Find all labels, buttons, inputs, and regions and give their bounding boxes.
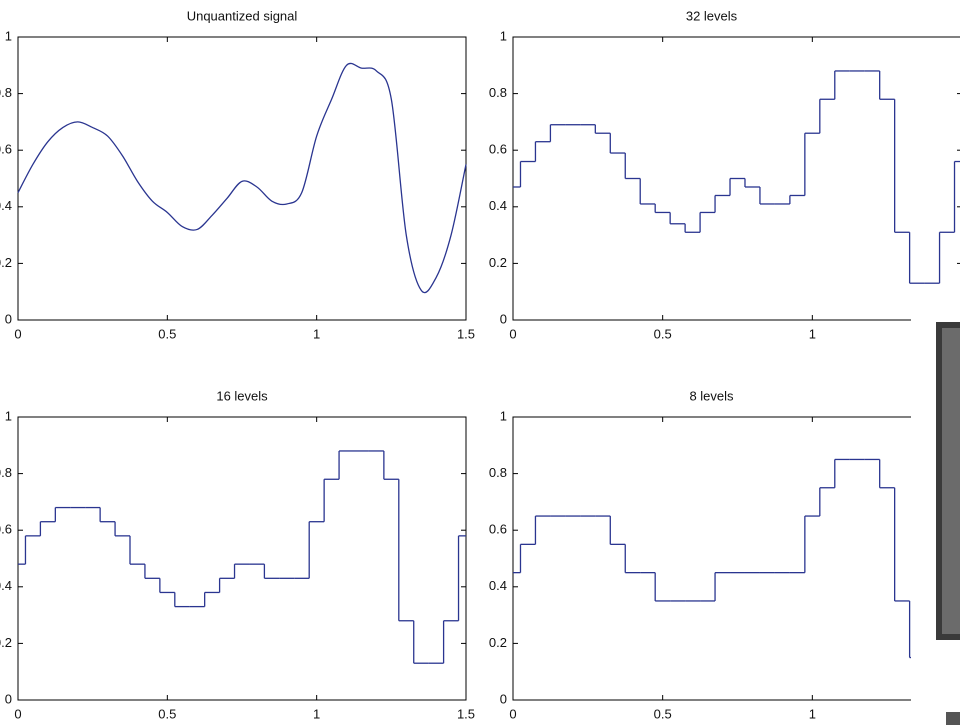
x-tick-label: 1 — [809, 706, 816, 721]
plot-frame — [512, 416, 960, 701]
chart-title: 16 levels — [216, 388, 268, 403]
x-tick-label: 0 — [509, 706, 516, 721]
y-tick-label: 0 — [5, 311, 12, 326]
x-tick-label: 1.5 — [457, 326, 475, 341]
x-tick-label: 0 — [14, 326, 21, 341]
x-tick-label: 1 — [313, 326, 320, 341]
y-tick-label: 0.4 — [489, 578, 507, 593]
plot-frame — [17, 36, 467, 321]
y-tick-label: 0.6 — [489, 522, 507, 537]
plot-frame — [512, 36, 960, 321]
photo-inner — [942, 328, 960, 634]
photo-corner — [946, 712, 960, 725]
chart-title: 8 levels — [689, 388, 734, 403]
y-tick-label: 0.6 — [0, 142, 12, 157]
y-tick-label: 0.4 — [489, 198, 507, 213]
y-tick-label: 0 — [5, 691, 12, 706]
y-tick-label: 0.8 — [489, 85, 507, 100]
x-tick-label: 1 — [313, 706, 320, 721]
y-tick-label: 0 — [500, 691, 507, 706]
y-tick-label: 0.2 — [489, 255, 507, 270]
x-tick-label: 1 — [809, 326, 816, 341]
y-tick-label: 0.2 — [0, 255, 12, 270]
chart-title: 32 levels — [686, 8, 738, 23]
x-tick-label: 0.5 — [158, 326, 176, 341]
x-tick-label: 0.5 — [654, 706, 672, 721]
y-tick-label: 0.2 — [0, 635, 12, 650]
y-tick-label: 0.2 — [489, 635, 507, 650]
y-tick-label: 0.8 — [0, 85, 12, 100]
x-tick-label: 1.5 — [457, 706, 475, 721]
x-tick-label: 0 — [509, 326, 516, 341]
y-tick-label: 0 — [500, 311, 507, 326]
y-tick-label: 1 — [500, 408, 507, 423]
y-tick-label: 1 — [5, 408, 12, 423]
x-tick-label: 0.5 — [654, 326, 672, 341]
y-tick-label: 0.8 — [0, 465, 12, 480]
x-tick-label: 0.5 — [158, 706, 176, 721]
chart-title: Unquantized signal — [187, 8, 298, 23]
y-tick-label: 1 — [500, 28, 507, 43]
plot-frame — [17, 416, 467, 701]
signal-line — [17, 62, 467, 294]
y-tick-label: 0.6 — [489, 142, 507, 157]
y-tick-label: 0.6 — [0, 522, 12, 537]
y-tick-label: 0.8 — [489, 465, 507, 480]
y-tick-label: 0.4 — [0, 578, 12, 593]
x-tick-label: 0 — [14, 706, 21, 721]
y-tick-label: 1 — [5, 28, 12, 43]
y-tick-label: 0.4 — [0, 198, 12, 213]
